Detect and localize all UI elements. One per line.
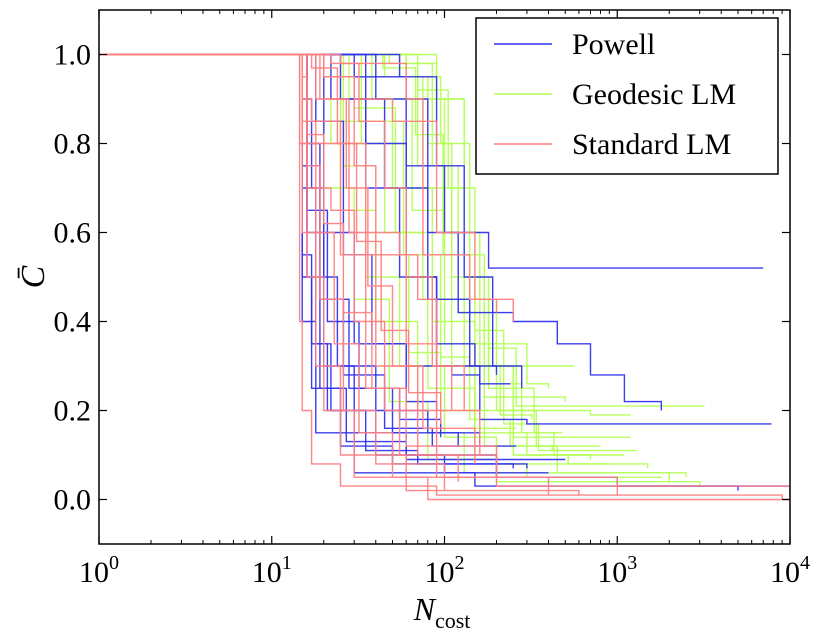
series-line: [99, 53, 523, 389]
x-tick-exp: 0: [109, 552, 119, 574]
y-axis-label: C̄: [15, 265, 52, 288]
series-line: [99, 53, 453, 411]
series-line: [99, 53, 442, 424]
legend-label: Geodesic LM: [572, 78, 736, 111]
x-axis-label-sub: cost: [435, 608, 470, 633]
x-tick-label: 100: [79, 552, 119, 589]
legend: Powell Geodesic LM Standard LM: [475, 17, 779, 175]
series-line: [99, 53, 476, 464]
y-tick-label: 0.0: [54, 484, 92, 517]
y-tick-label: 1.0: [54, 39, 92, 72]
legend-item: Powell: [494, 28, 655, 61]
x-tick-base: 10: [425, 556, 455, 589]
x-tick-base: 10: [597, 556, 627, 589]
x-tick-base: 10: [79, 556, 109, 589]
legend-label: Powell: [572, 28, 655, 61]
x-tick-base: 10: [770, 556, 800, 589]
x-tick-base: 10: [252, 556, 282, 589]
x-tick-label: 104: [770, 552, 810, 589]
legend-label: Standard LM: [572, 128, 731, 161]
series-line: [99, 53, 687, 478]
series-line: [99, 53, 533, 420]
series-line: [99, 53, 481, 455]
x-tick-label: 101: [252, 552, 292, 589]
legend-item: Standard LM: [494, 128, 731, 161]
y-tick-label: 0.2: [54, 395, 92, 428]
x-tick-exp: 1: [282, 552, 292, 574]
series-line: [99, 53, 783, 500]
series-layer: [99, 53, 790, 501]
series-line: [99, 53, 550, 496]
legend-item: Geodesic LM: [494, 78, 736, 111]
plot-frame: [98, 9, 791, 545]
x-axis-label-main: N: [413, 591, 437, 627]
series-standard-lm: [99, 53, 790, 501]
series-line: [99, 53, 498, 473]
x-tick-label: 103: [597, 552, 637, 589]
series-line: [99, 53, 498, 313]
series-line: [99, 53, 465, 411]
x-tick-exp: 2: [455, 552, 465, 574]
y-tick-label: 0.6: [54, 217, 92, 250]
x-tick-exp: 3: [627, 552, 637, 574]
x-tick-exp: 4: [800, 552, 810, 574]
x-tick-label: 102: [425, 552, 465, 589]
y-tick-label: 0.8: [54, 128, 92, 161]
y-tick-label: 0.4: [54, 306, 92, 339]
x-axis-label: Ncost: [413, 591, 471, 633]
legend-items: Powell Geodesic LM Standard LM: [494, 28, 736, 161]
